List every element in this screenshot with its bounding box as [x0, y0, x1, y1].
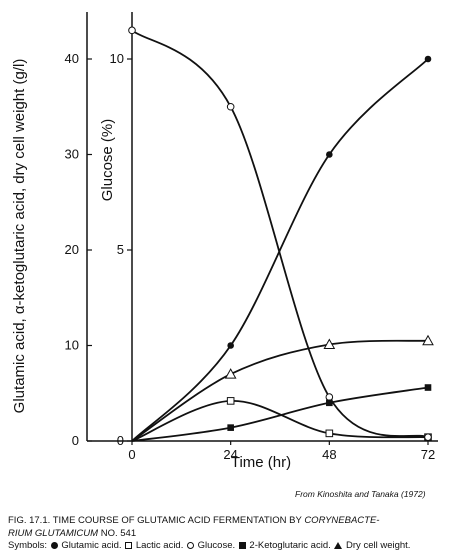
- caption-line-2: RIUM GLUTAMICUM NO. 541: [8, 528, 448, 541]
- dry-cell-weight-point: [224, 368, 237, 379]
- symbol-label: Lactic acid.: [133, 540, 184, 551]
- 2-ketoglutaric-acid-point: [424, 384, 432, 391]
- caption-title: FIG. 17.1. TIME COURSE OF GLUTAMIC ACID …: [8, 515, 305, 526]
- glucose-curve: [131, 29, 429, 439]
- filled-circle-symbol: [50, 541, 58, 549]
- lactic-acid-point: [226, 397, 235, 405]
- filled-square-symbol: [238, 541, 246, 549]
- lactic-acid-point: [325, 429, 334, 438]
- 2-ketoglutaric-acid-point: [227, 424, 234, 431]
- caption-organism-part2: RIUM GLUTAMICUM: [8, 527, 99, 539]
- series-curves: [131, 29, 429, 442]
- x-tick-label: 24: [223, 447, 237, 462]
- open-circle-symbol: [187, 541, 194, 549]
- figure-caption: FIG. 17.1. TIME COURSE OF GLUTAMIC ACID …: [8, 515, 448, 553]
- dry-cell-weight-point: [323, 338, 336, 350]
- fermentation-chart: 0 24 48 72 0 10 20 30 40 0 5 10 Time (hr) Glutamic …: [11, 12, 438, 471]
- y-left-tick-label: 0: [72, 433, 79, 448]
- dry-cell-weight-point: [422, 334, 434, 346]
- y-left-tick-label: 10: [65, 338, 79, 353]
- x-tick-label: 48: [322, 447, 336, 462]
- y-axis-right-label: Glucose (%): [99, 119, 116, 202]
- open-triangle-symbol: [334, 541, 343, 549]
- symbol-label: Dry cell weight.: [343, 540, 411, 551]
- symbol-label: 2-Ketoglutaric acid.: [246, 540, 331, 551]
- dry-cell-weight-curve: [131, 339, 429, 442]
- 2-ketoglutaric-acid-point: [326, 399, 333, 407]
- caption-symbols-prefix: Symbols:: [8, 540, 48, 551]
- glutamic-acid-curve: [131, 58, 429, 442]
- symbol-label: Glutamic acid.: [58, 540, 122, 551]
- glucose-point: [325, 393, 334, 401]
- glucose-point: [424, 433, 432, 441]
- x-axis-label: Time (hr): [231, 454, 291, 471]
- y-left-tick-label: 30: [65, 147, 79, 162]
- y-right-tick-label: 0: [117, 433, 124, 448]
- y-axis-left-label: Glutamic acid, α-ketoglutaric acid, dry …: [11, 59, 28, 414]
- glucose-point: [226, 102, 235, 111]
- caption-line-1: FIG. 17.1. TIME COURSE OF GLUTAMIC ACID …: [8, 515, 448, 528]
- glucose-start-point: [128, 26, 136, 35]
- y-left-tick-label: 40: [65, 51, 79, 66]
- y-right-tick-label: 10: [110, 51, 124, 66]
- axes: 0 24 48 72 0 10 20 30 40 0 5 10: [65, 12, 438, 462]
- source-citation: From Kinoshita and Tanaka (1972): [295, 489, 426, 499]
- 2-ketoglutaric-acid-curve: [131, 386, 429, 442]
- x-tick-label: 72: [421, 447, 435, 462]
- x-tick-label: 0: [128, 447, 135, 462]
- series-markers: [128, 26, 434, 441]
- caption-organism-part1: CORYNEBACTE-: [304, 515, 380, 526]
- y-left-tick-label: 20: [65, 242, 79, 257]
- glutamic-acid-point: [424, 55, 432, 63]
- symbol-label: Glucose.: [195, 540, 236, 551]
- glutamic-acid-point: [326, 151, 333, 158]
- caption-strain: NO. 541: [98, 527, 137, 539]
- open-square-symbol: [125, 541, 133, 549]
- y-right-tick-label: 5: [117, 242, 124, 257]
- glutamic-acid-point: [227, 342, 234, 349]
- caption-symbols: Symbols: Glutamic acid. Lactic acid. Glu…: [8, 540, 448, 553]
- lactic-acid-curve: [131, 399, 429, 442]
